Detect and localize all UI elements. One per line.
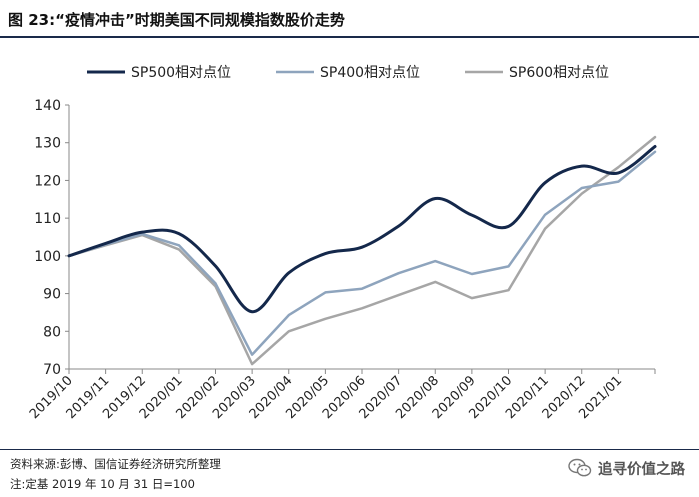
legend-label-1: SP500相对点位 — [131, 65, 231, 81]
y-tick-label: 70 — [43, 362, 61, 378]
y-tick-label: 100 — [34, 249, 61, 265]
watermark-text: 追寻价值之路 — [598, 461, 685, 478]
series-line-3 — [67, 135, 657, 366]
y-tick-label: 140 — [34, 98, 61, 114]
wechat-icon — [568, 458, 592, 477]
series-line-2 — [67, 150, 657, 356]
y-tick-label: 90 — [43, 287, 61, 303]
legend-label-3: SP600相对点位 — [509, 65, 609, 81]
title-bar: 图 23:“疫情冲击”时期美国不同规模指数股价走势 — [0, 0, 699, 38]
watermark: 追寻价值之路 — [568, 455, 685, 481]
baseline-note: 注:定基 2019 年 10 月 31 日=100 — [10, 477, 195, 491]
y-tick-label: 110 — [34, 211, 61, 227]
source-note: 资料来源:彭博、国信证券经济研究所整理 — [10, 457, 221, 471]
y-tick-label: 120 — [34, 173, 61, 189]
footer-divider — [0, 449, 699, 450]
y-tick-label: 80 — [43, 324, 61, 340]
y-tick-label: 130 — [34, 136, 61, 152]
line-chart: 7080901001101201301402019/102019/112019/… — [27, 65, 657, 422]
chart-title: 图 23:“疫情冲击”时期美国不同规模指数股价走势 — [8, 11, 345, 29]
legend-label-2: SP400相对点位 — [320, 65, 420, 81]
series-line-1 — [67, 145, 657, 314]
